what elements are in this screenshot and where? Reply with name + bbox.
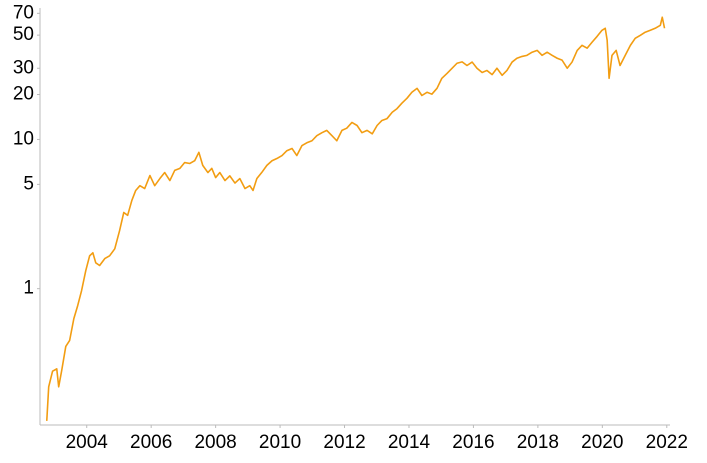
y-tick-label: 30 xyxy=(13,57,34,78)
x-tick-label: 2016 xyxy=(452,432,494,453)
x-tick-label: 2020 xyxy=(581,432,623,453)
y-tick-label: 70 xyxy=(13,2,34,23)
y-tick-label: 10 xyxy=(13,128,34,149)
line xyxy=(45,16,666,421)
x-tick-label: 2004 xyxy=(66,432,109,453)
y-tick-label: 20 xyxy=(13,84,34,105)
x-tick-label: 2012 xyxy=(323,432,365,453)
x-tick-label: 2006 xyxy=(130,432,172,453)
x-tick-label: 2008 xyxy=(194,432,236,453)
y-tick-label: 1 xyxy=(23,278,34,299)
y-tick-label: 50 xyxy=(13,24,34,45)
x-tick-label: 2014 xyxy=(388,432,431,453)
x-tick-label: 2022 xyxy=(646,432,688,453)
y-tick-label: 5 xyxy=(23,173,34,194)
x-tick-label: 2018 xyxy=(517,432,559,453)
x-tick-label: 2010 xyxy=(259,432,301,453)
